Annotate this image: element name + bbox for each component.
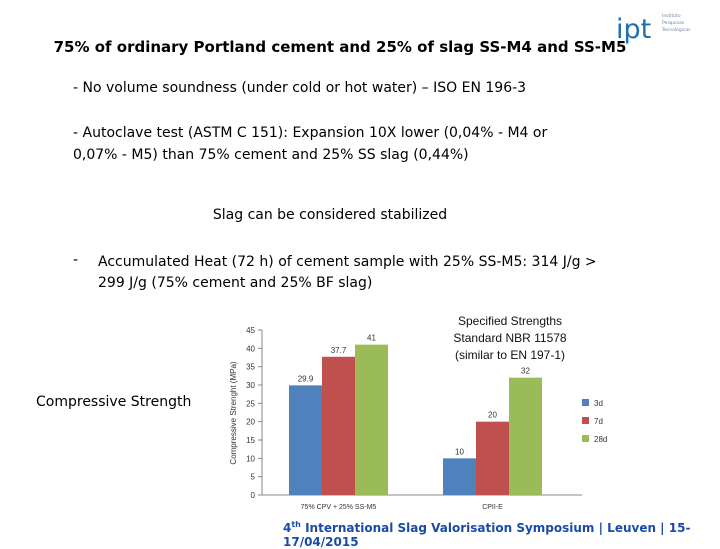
y-tick-label: 25 (246, 399, 255, 408)
y-tick-label: 30 (246, 381, 255, 390)
bar-3d-0 (289, 385, 322, 495)
bar-28d-0 (355, 344, 388, 495)
bar-3d-1 (443, 458, 476, 495)
x-category-label: CPII-E (482, 504, 503, 511)
data-label: 10 (455, 447, 464, 456)
heat-bullet: Accumulated Heat (72 h) of cement sample… (98, 254, 597, 291)
bar-28d-1 (509, 377, 542, 495)
legend-label-7d: 7d (594, 417, 603, 426)
bar-7d-1 (476, 421, 509, 495)
legend-swatch-3d (582, 399, 589, 406)
specified-strengths-annotation: Standard NBR 11578 (453, 331, 567, 345)
y-tick-label: 20 (246, 418, 255, 427)
ipt-logo: ipt Instituto Pesquisas Tecnológicas (616, 10, 706, 50)
data-label: 29.9 (298, 374, 314, 383)
footer-ordinal-suffix: th (291, 520, 301, 529)
logo-line-2: Pesquisas (662, 21, 685, 26)
legend-swatch-28d (582, 435, 589, 442)
y-tick-label: 10 (246, 454, 255, 463)
y-tick-label: 40 (246, 344, 255, 353)
slide-title: 75% of ordinary Portland cement and 25% … (53, 38, 627, 56)
y-tick-label: 5 (251, 473, 256, 482)
bar-7d-0 (322, 356, 355, 495)
heat-bullet-dash: - (73, 252, 79, 268)
legend-swatch-7d (582, 417, 589, 424)
footer-text: International Slag Valorisation Symposiu… (283, 521, 691, 549)
x-category-label: 75% CPV + 25% SS-M5 (301, 504, 377, 511)
compressive-strength-label: Compressive Strength (36, 394, 192, 410)
logo-text: ipt (616, 14, 652, 45)
autoclave-bullet: - Autoclave test (ASTM C 151): Expansion… (73, 125, 548, 163)
y-tick-label: 15 (246, 436, 255, 445)
compressive-strength-chart: 0 5 10 15 20 25 30 35 40 45 Compressive Strenght (… (229, 314, 607, 511)
footer-symposium: 4th International Slag Valorisation Symp… (283, 520, 720, 549)
y-tick-label: 35 (246, 363, 255, 372)
stabilized-statement: Slag can be considered stabilized (212, 207, 448, 223)
data-label: 32 (521, 367, 530, 376)
logo-line-1: Instituto (662, 14, 681, 19)
data-label: 20 (488, 411, 497, 420)
data-label: 41 (367, 334, 376, 343)
logo-line-3: Tecnológicas (662, 28, 691, 33)
y-tick-label: 45 (246, 326, 255, 335)
y-tick-label: 0 (251, 491, 256, 500)
data-label: 37.7 (331, 346, 347, 355)
specified-strengths-annotation: Specified Strengths (458, 314, 562, 328)
legend-label-3d: 3d (594, 399, 603, 408)
footer-ordinal: 4 (283, 521, 292, 535)
y-axis-label: Compressive Strenght (MPa) (229, 361, 238, 464)
soundness-bullet: - No volume soundness (under cold or hot… (73, 80, 527, 96)
legend-label-28d: 28d (594, 435, 607, 444)
specified-strengths-annotation: (similar to EN 197-1) (455, 348, 565, 362)
